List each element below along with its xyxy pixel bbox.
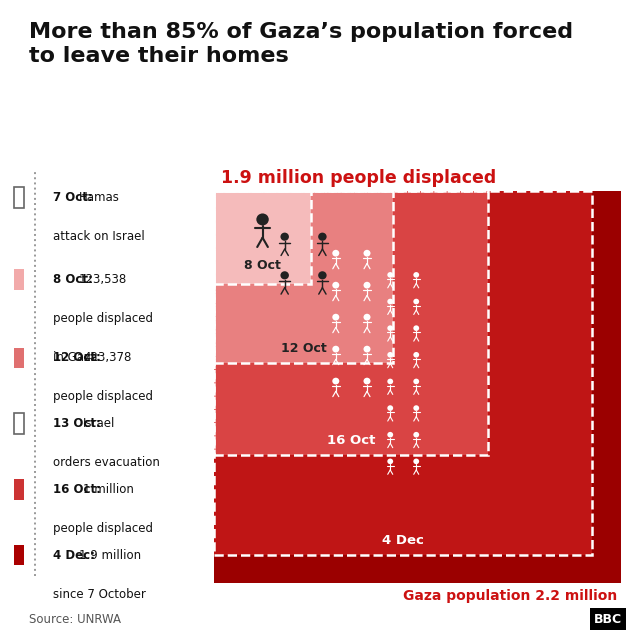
Bar: [214, 191, 310, 284]
Bar: [13, 187, 24, 208]
Text: Hamas: Hamas: [79, 191, 120, 204]
Circle shape: [332, 346, 339, 352]
Text: people displaced: people displaced: [53, 390, 153, 403]
Bar: [214, 191, 393, 363]
Text: 16 Oct: 16 Oct: [327, 434, 376, 447]
Circle shape: [387, 272, 393, 278]
Circle shape: [413, 352, 419, 357]
Text: 4 Dec: 4 Dec: [382, 534, 424, 547]
Text: 13 Oct:: 13 Oct:: [53, 417, 100, 430]
Circle shape: [332, 314, 339, 320]
Text: 1 million: 1 million: [83, 483, 134, 496]
Text: BBC: BBC: [594, 613, 622, 626]
Text: 7 Oct:: 7 Oct:: [53, 191, 93, 204]
Circle shape: [387, 299, 393, 304]
Circle shape: [280, 271, 289, 280]
Bar: [13, 479, 24, 499]
Text: attack on Israel: attack on Israel: [53, 230, 145, 243]
Text: in Gaza: in Gaza: [53, 351, 97, 364]
Text: people displaced: people displaced: [53, 312, 153, 326]
Bar: [13, 269, 24, 290]
Text: since 7 October: since 7 October: [53, 587, 146, 601]
Circle shape: [364, 250, 371, 257]
Text: Israel: Israel: [83, 417, 115, 430]
Text: 4 Dec:: 4 Dec:: [53, 548, 95, 562]
Circle shape: [332, 250, 339, 257]
Circle shape: [364, 346, 371, 352]
Circle shape: [387, 352, 393, 357]
Circle shape: [364, 282, 371, 289]
Circle shape: [318, 233, 326, 241]
Circle shape: [413, 405, 419, 411]
Text: 1.9 million people displaced: 1.9 million people displaced: [221, 169, 496, 187]
Circle shape: [364, 314, 371, 320]
Text: 423,378: 423,378: [83, 351, 131, 364]
Bar: [13, 348, 24, 368]
Bar: [214, 191, 488, 455]
Circle shape: [318, 271, 326, 280]
Text: 8 Oct: 8 Oct: [244, 259, 281, 272]
Text: 123,538: 123,538: [79, 273, 127, 286]
Circle shape: [413, 432, 419, 438]
Text: 12 Oct: 12 Oct: [281, 342, 326, 355]
Circle shape: [257, 213, 269, 225]
Text: Source: UNRWA: Source: UNRWA: [29, 613, 121, 626]
Circle shape: [413, 459, 419, 464]
Text: Gaza population 2.2 million: Gaza population 2.2 million: [403, 589, 618, 603]
Text: 16 Oct:: 16 Oct:: [53, 483, 101, 496]
Circle shape: [387, 326, 393, 331]
Circle shape: [332, 378, 339, 385]
Circle shape: [387, 378, 393, 384]
Text: orders evacuation: orders evacuation: [53, 456, 159, 469]
Circle shape: [364, 378, 371, 385]
Text: 1.9 million: 1.9 million: [79, 548, 141, 562]
Bar: [214, 191, 310, 284]
Circle shape: [332, 282, 339, 289]
Bar: [13, 413, 24, 434]
Circle shape: [387, 405, 393, 411]
Circle shape: [413, 272, 419, 278]
Text: people displaced: people displaced: [53, 522, 153, 535]
Circle shape: [413, 378, 419, 384]
Text: 8 Oct:: 8 Oct:: [53, 273, 93, 286]
Circle shape: [413, 299, 419, 304]
Bar: [214, 191, 393, 363]
Text: More than 85% of Gaza’s population forced
to leave their homes: More than 85% of Gaza’s population force…: [29, 22, 573, 66]
Circle shape: [387, 432, 393, 438]
Circle shape: [280, 233, 289, 241]
Bar: [214, 191, 488, 455]
Bar: [13, 545, 24, 565]
Circle shape: [387, 459, 393, 464]
Circle shape: [413, 326, 419, 331]
Text: 12 Oct:: 12 Oct:: [53, 351, 100, 364]
